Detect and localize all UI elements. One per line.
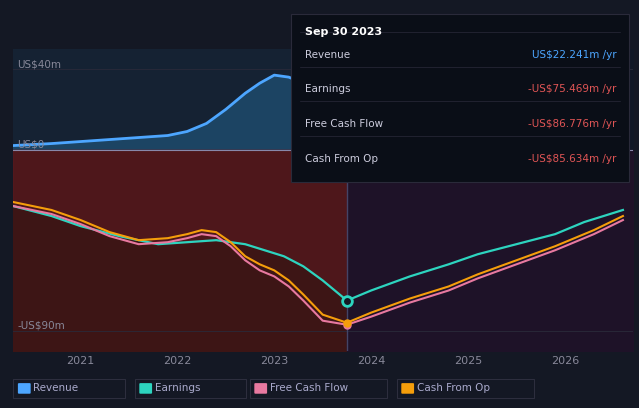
Text: Earnings: Earnings (155, 384, 200, 393)
Text: US$22.241m /yr: US$22.241m /yr (532, 50, 617, 60)
Text: -US$85.634m /yr: -US$85.634m /yr (528, 154, 617, 164)
Text: US$40m: US$40m (18, 59, 61, 69)
Text: Revenue: Revenue (33, 384, 79, 393)
Text: Earnings: Earnings (305, 84, 351, 94)
Text: Cash From Op: Cash From Op (305, 154, 378, 164)
Text: Revenue: Revenue (305, 50, 351, 60)
Text: Cash From Op: Cash From Op (417, 384, 489, 393)
Text: Free Cash Flow: Free Cash Flow (305, 119, 383, 129)
Text: US$0: US$0 (18, 140, 45, 150)
Text: Sep 30 2023: Sep 30 2023 (305, 27, 383, 37)
Text: -US$90m: -US$90m (18, 321, 65, 331)
Text: Analysts Forecasts: Analysts Forecasts (358, 51, 462, 61)
Text: Past: Past (308, 51, 335, 61)
Text: Free Cash Flow: Free Cash Flow (270, 384, 348, 393)
Text: -US$86.776m /yr: -US$86.776m /yr (528, 119, 617, 129)
Text: -US$75.469m /yr: -US$75.469m /yr (528, 84, 617, 94)
